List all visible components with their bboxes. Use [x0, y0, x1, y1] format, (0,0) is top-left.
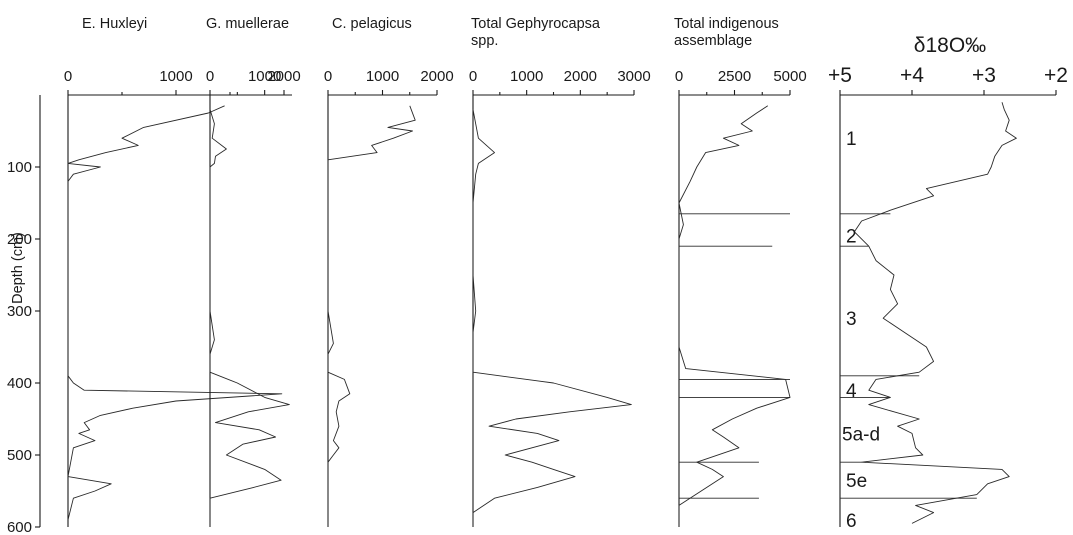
depth-tick-label: 300	[7, 303, 32, 320]
depth-tick-label: 500	[7, 447, 32, 464]
depth-tick-label: 100	[7, 159, 32, 176]
series-line	[678, 105, 791, 527]
depth-axis-label: Depth (cm)	[10, 232, 26, 304]
series-line	[853, 102, 1017, 524]
x-tick-label: 1000	[366, 68, 399, 85]
panel-title-line: Total indigenous	[674, 16, 779, 32]
x-tick-label: 1000	[248, 68, 281, 85]
panel-c-pelagicus: C. pelagicus 0 1000 2000	[324, 16, 454, 527]
x-tick-label: 2000	[267, 68, 300, 85]
series-line	[327, 105, 416, 527]
x-tick-label: 1000	[510, 68, 543, 85]
panel-title-line: spp.	[471, 33, 498, 49]
panel-title-g-muellerae: G. muellerae	[206, 16, 289, 32]
stage-label: 5e	[846, 471, 867, 492]
depth-tick-label: 200	[7, 231, 32, 248]
panel-total-indigenous: Total indigenous assemblage 0 2500 5000	[674, 16, 807, 527]
series-line	[67, 105, 283, 520]
series-line	[472, 109, 632, 527]
stage-label: 6	[846, 511, 857, 532]
panel-title-line: assemblage	[674, 33, 752, 49]
x-tick-label: +3	[972, 64, 996, 87]
panel-title-c-pelagicus: C. pelagicus	[332, 16, 412, 32]
panel-total-gephyrocapsa: Total Gephyrocapsa spp. 0 1000 2000 3000	[469, 16, 651, 527]
x-tick-label: 0	[64, 68, 72, 85]
x-tick-label: 0	[324, 68, 332, 85]
depth-tick-label: 400	[7, 375, 32, 392]
x-tick-label: 3000	[617, 68, 650, 85]
stage-label: 3	[846, 309, 857, 330]
depth-axis: 100 200 300 400 500 600	[7, 95, 41, 535]
stage-label: 2	[846, 226, 857, 247]
x-tick-label: 0	[469, 68, 477, 85]
series-line	[209, 109, 290, 527]
x-tick-label: 2500	[718, 68, 751, 85]
x-tick-label: 2000	[564, 68, 597, 85]
x-tick-label: 1000	[159, 68, 192, 85]
panel-title-total-indigenous: Total indigenous assemblage	[674, 16, 783, 49]
x-tick-label: 5000	[773, 68, 806, 85]
stage-label: 1	[846, 129, 857, 150]
stage-label: 4	[846, 381, 857, 402]
panel-delta18o: δ18O‰ +5 +4 +3 +2 1 2 3 4 5a-d 5e 6	[828, 34, 1068, 532]
x-tick-label: +2	[1044, 64, 1068, 87]
panel-g-muellerae: G. muellerae 0 1000	[206, 16, 292, 527]
panel-title-total-gephyrocapsa: Total Gephyrocapsa spp.	[471, 16, 604, 49]
panel-title-e-huxleyi: E. Huxleyi	[82, 16, 147, 32]
x-tick-label: +4	[900, 64, 924, 87]
x-tick-label: 0	[206, 68, 214, 85]
x-tick-label: 2000	[420, 68, 453, 85]
panel-title-delta18o: δ18O‰	[914, 34, 986, 57]
panel-title-line: Total Gephyrocapsa	[471, 16, 601, 32]
stage-label: 5a-d	[842, 424, 880, 445]
x-tick-label: +5	[828, 64, 852, 87]
x-tick-label: 0	[675, 68, 683, 85]
depth-tick-label: 600	[7, 519, 32, 535]
